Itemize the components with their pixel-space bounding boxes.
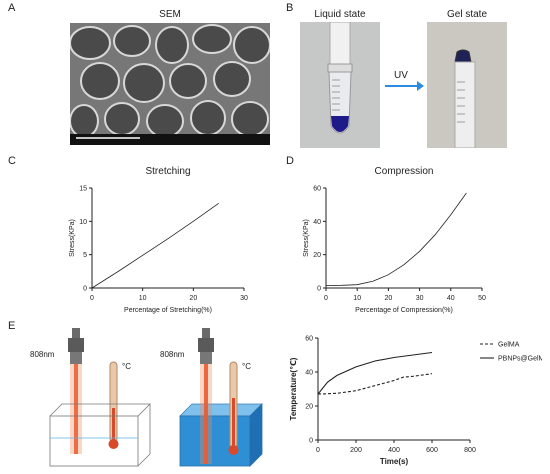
y-axis-label: Stress(KPa) <box>303 219 310 257</box>
x-tick-label: 10 <box>139 295 147 302</box>
series-line-0 <box>91 202 219 289</box>
liquid-state-photo <box>300 22 380 148</box>
y-tick-label: 10 <box>79 219 87 226</box>
y-axis-label: Temperature(℃) <box>289 357 298 420</box>
compression-chart: Compression 0 10 20 30 40 50 0 20 40 60 Percentage … <box>303 166 486 314</box>
y-tick-label: 5 <box>83 252 87 259</box>
y-tick-label: 20 <box>313 252 321 259</box>
sem-title: SEM <box>159 9 181 20</box>
photothermal-illustration <box>49 328 263 467</box>
laser-label-left: 808nm <box>30 350 55 359</box>
x-axis-label: Percentage of Stretching(%) <box>124 307 212 314</box>
liquid-state-title: Liquid state <box>314 9 366 20</box>
legend-label: PBNPs@GelMA <box>498 356 542 363</box>
series-line-pbnps-gelma <box>317 351 433 395</box>
x-tick-label: 30 <box>416 295 424 302</box>
cuvette-right-icon <box>179 403 263 467</box>
x-tick-label: 20 <box>385 295 393 302</box>
thermo-unit-right: °C <box>242 362 251 371</box>
y-tick-label: 15 <box>79 186 87 193</box>
series-line-gelma <box>317 373 433 395</box>
sem-image <box>70 23 270 145</box>
legend-label: GelMA <box>498 342 520 349</box>
thermometer-right-icon <box>228 361 239 455</box>
chart-title: Stretching <box>145 166 190 177</box>
y-tick-label: 0 <box>309 438 313 445</box>
cuvette-left-icon <box>49 403 151 467</box>
x-tick-label: 200 <box>350 447 362 454</box>
panel-letter-a: A <box>8 2 16 14</box>
x-tick-label: 0 <box>324 295 328 302</box>
y-tick-label: 0 <box>317 286 321 293</box>
x-tick-label: 30 <box>240 295 248 302</box>
stretching-chart: Stretching 0 10 20 30 0 5 10 15 Percentage of Str… <box>69 166 248 314</box>
thermometer-left-icon <box>108 361 119 449</box>
y-tick-label: 60 <box>313 186 321 193</box>
y-tick-label: 40 <box>313 219 321 226</box>
laser-label-right: 808nm <box>160 350 185 359</box>
x-tick-label: 50 <box>478 295 486 302</box>
x-tick-label: 10 <box>353 295 361 302</box>
x-tick-label: 600 <box>426 447 438 454</box>
gel-state-title: Gel state <box>446 9 488 20</box>
chart-title: Compression <box>375 166 434 177</box>
panel-letter-c: C <box>8 155 16 167</box>
uv-label: UV <box>394 70 408 81</box>
thermo-unit-left: °C <box>122 362 131 371</box>
x-axis-label: Time(s) <box>380 457 409 466</box>
x-tick-label: 20 <box>189 295 197 302</box>
panel-letter-d: D <box>286 155 294 167</box>
laser-left-icon <box>68 328 84 454</box>
x-tick-label: 800 <box>464 447 476 454</box>
panel-letter-b: B <box>286 2 294 14</box>
x-tick-label: 0 <box>90 295 94 302</box>
laser-right-icon <box>198 328 214 364</box>
y-tick-label: 40 <box>305 370 313 377</box>
y-tick-label: 60 <box>305 336 313 343</box>
y-tick-label: 20 <box>305 404 313 411</box>
x-tick-label: 0 <box>316 447 320 454</box>
y-axis-label: Stress(KPa) <box>69 219 76 257</box>
x-tick-label: 40 <box>447 295 455 302</box>
series-line-0 <box>325 192 467 286</box>
x-tick-label: 400 <box>388 447 400 454</box>
y-tick-label: 0 <box>83 286 87 293</box>
temperature-chart: 0 200 400 600 800 0 20 40 60 Time(s) Temperature(℃… <box>289 336 542 467</box>
panel-letter-e: E <box>8 320 16 332</box>
uv-arrow <box>385 81 424 91</box>
gel-state-photo <box>427 22 507 148</box>
x-axis-label: Percentage of Compression(%) <box>355 307 453 314</box>
